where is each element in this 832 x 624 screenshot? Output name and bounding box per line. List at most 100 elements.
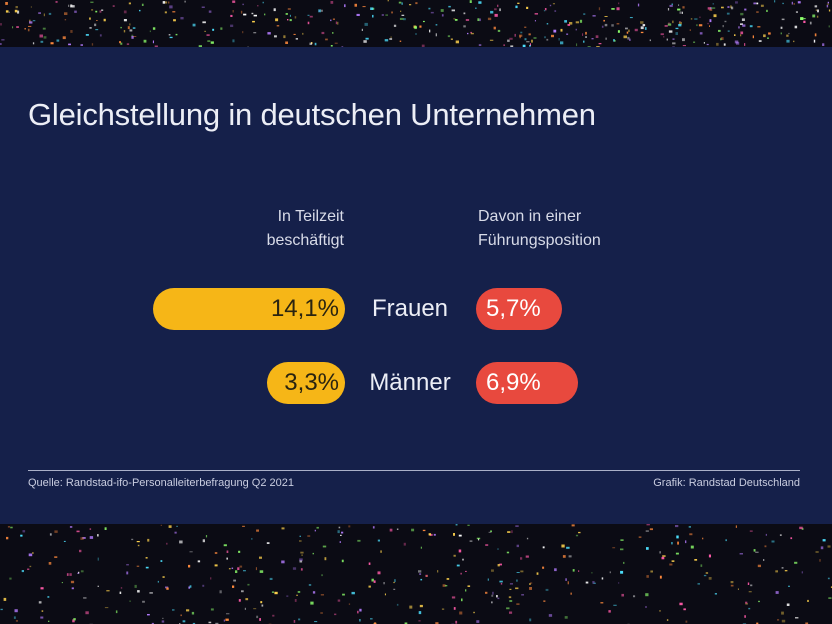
glitter-dot <box>166 542 168 545</box>
glitter-dot <box>169 36 173 39</box>
glitter-dot <box>562 555 566 558</box>
glitter-dot <box>623 561 625 564</box>
glitter-dot <box>136 541 140 543</box>
glitter-dot <box>415 2 418 5</box>
glitter-dot <box>272 614 275 617</box>
glitter-dot <box>32 552 34 554</box>
glitter-dot <box>296 594 298 596</box>
glitter-dot <box>638 536 642 538</box>
glitter-dot <box>76 530 80 533</box>
glitter-dot <box>456 19 458 21</box>
glitter-dot <box>337 21 339 25</box>
glitter-dot <box>330 19 332 22</box>
glitter-dot <box>757 564 761 568</box>
glitter-dot <box>703 42 705 44</box>
glitter-dot <box>690 18 693 20</box>
glitter-dot <box>5 2 8 5</box>
glitter-dot <box>707 7 712 10</box>
glitter-dot <box>600 602 604 604</box>
glitter-dot <box>97 534 99 537</box>
glitter-dot <box>172 609 175 611</box>
glitter-dot <box>738 26 740 29</box>
glitter-dot <box>154 45 158 48</box>
glitter-dot <box>259 570 264 573</box>
glitter-dot <box>394 579 396 583</box>
glitter-dot <box>141 3 144 6</box>
glitter-dot <box>157 580 159 583</box>
glitter-dot <box>509 588 512 590</box>
glitter-dot <box>314 621 318 623</box>
glitter-dot <box>551 34 554 38</box>
glitter-dot <box>784 570 788 572</box>
glitter-dot <box>815 9 817 11</box>
glitter-dot <box>465 19 470 21</box>
glitter-dot <box>570 592 572 595</box>
glitter-dot <box>275 18 279 22</box>
glitter-dot <box>575 28 577 31</box>
glitter-dot <box>591 572 593 574</box>
glitter-dot <box>409 4 412 6</box>
glitter-dot <box>351 591 355 595</box>
glitter-dot <box>320 9 323 12</box>
glitter-dot <box>765 533 767 536</box>
glitter-dot <box>176 525 178 527</box>
glitter-dot <box>469 540 473 542</box>
glitter-dot <box>790 537 793 540</box>
glitter-dot <box>400 10 402 12</box>
glitter-dot <box>133 36 137 37</box>
glitter-dot <box>453 18 456 20</box>
glitter-dot <box>768 32 771 35</box>
glitter-dot <box>528 33 531 36</box>
glitter-dot <box>335 21 337 25</box>
glitter-dot <box>543 600 546 602</box>
glitter-dot <box>458 534 462 537</box>
glitter-dot <box>702 537 704 540</box>
glitter-dot <box>244 607 246 610</box>
glitter-dot <box>39 34 43 38</box>
glitter-dot <box>542 546 545 549</box>
glitter-dot <box>514 33 516 37</box>
glitter-dot <box>115 610 118 614</box>
glitter-dot <box>299 558 303 561</box>
glitter-dot <box>679 21 681 23</box>
glitter-dot <box>29 21 33 24</box>
glitter-dot <box>241 590 244 593</box>
glitter-dot <box>188 564 191 568</box>
glitter-dot <box>700 564 703 567</box>
glitter-dot <box>568 555 572 558</box>
glitter-dot <box>640 21 644 24</box>
glitter-dot <box>103 18 106 22</box>
glitter-dot <box>681 11 683 14</box>
glitter-dot <box>232 0 236 3</box>
glitter-dot <box>595 35 599 38</box>
glitter-dot <box>723 43 726 46</box>
glitter-dot <box>591 38 594 40</box>
glitter-dot <box>220 27 223 30</box>
glitter-dot <box>7 526 10 528</box>
glitter-dot <box>334 613 337 616</box>
glitter-dot <box>782 2 784 5</box>
glitter-dot <box>274 591 278 595</box>
glitter-dot <box>672 38 675 40</box>
glitter-dot <box>91 43 94 46</box>
glitter-dot <box>206 34 210 36</box>
glitter-dot <box>678 4 680 6</box>
glitter-dot <box>302 32 304 35</box>
glitter-dot <box>368 585 371 588</box>
glitter-dot <box>245 598 249 601</box>
glitter-dot <box>348 603 351 605</box>
glitter-dot <box>281 560 285 564</box>
glitter-dot <box>129 23 131 26</box>
glitter-dot <box>671 542 673 545</box>
glitter-dot <box>659 551 661 554</box>
category-label-frauen: Frauen <box>371 295 449 322</box>
glitter-dot <box>365 37 369 40</box>
glitter-dot <box>238 599 241 602</box>
glitter-dot <box>703 574 707 577</box>
glitter-dot <box>775 591 779 594</box>
glitter-dot <box>640 31 644 34</box>
glitter-dot <box>519 35 521 39</box>
glitter-dot <box>675 27 679 30</box>
glitter-dot <box>208 10 212 13</box>
glitter-dot <box>633 595 636 598</box>
